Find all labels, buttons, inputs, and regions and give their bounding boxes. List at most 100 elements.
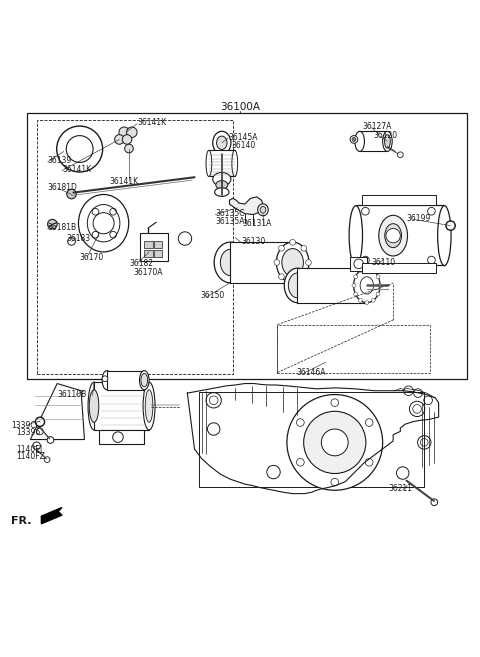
Ellipse shape: [232, 150, 238, 177]
Ellipse shape: [385, 223, 402, 248]
Text: 36100A: 36100A: [220, 102, 260, 112]
Ellipse shape: [214, 242, 247, 283]
Ellipse shape: [78, 194, 129, 252]
Bar: [362, 195, 436, 206]
Circle shape: [290, 240, 296, 245]
Bar: [360, 131, 387, 151]
Text: 1140FZ: 1140FZ: [16, 452, 45, 461]
Circle shape: [372, 298, 375, 302]
Circle shape: [33, 442, 40, 449]
Ellipse shape: [209, 152, 235, 175]
Ellipse shape: [115, 135, 124, 145]
Circle shape: [365, 266, 369, 270]
Text: 36146A: 36146A: [297, 368, 326, 377]
Circle shape: [352, 284, 356, 287]
Circle shape: [376, 275, 380, 279]
Text: 36120: 36120: [373, 131, 397, 140]
Bar: [209, 150, 235, 176]
Circle shape: [93, 213, 114, 234]
Circle shape: [57, 126, 103, 172]
Circle shape: [365, 301, 369, 305]
Circle shape: [301, 274, 307, 279]
Text: 36130: 36130: [241, 237, 265, 246]
Polygon shape: [229, 197, 263, 215]
Text: 1339CC: 1339CC: [11, 420, 41, 430]
Bar: [362, 263, 436, 273]
Ellipse shape: [349, 206, 362, 265]
Circle shape: [278, 274, 284, 279]
Ellipse shape: [127, 127, 137, 137]
Ellipse shape: [220, 249, 240, 276]
Text: 36139: 36139: [48, 156, 72, 166]
Circle shape: [446, 221, 456, 231]
Circle shape: [290, 280, 296, 285]
Circle shape: [287, 395, 383, 490]
Ellipse shape: [446, 221, 455, 230]
Bar: [350, 257, 367, 271]
Circle shape: [352, 137, 356, 141]
Circle shape: [306, 260, 312, 265]
Circle shape: [354, 275, 358, 279]
Ellipse shape: [282, 248, 303, 277]
Bar: [154, 250, 162, 257]
Ellipse shape: [216, 136, 227, 150]
Circle shape: [35, 417, 45, 426]
Circle shape: [354, 259, 363, 269]
Ellipse shape: [102, 371, 112, 390]
Ellipse shape: [379, 215, 408, 256]
Text: 36110B: 36110B: [57, 390, 86, 399]
Ellipse shape: [140, 371, 149, 390]
Bar: [356, 206, 444, 265]
Text: 36135C: 36135C: [215, 209, 245, 218]
Circle shape: [431, 499, 438, 506]
Circle shape: [67, 189, 76, 199]
Bar: [154, 241, 162, 248]
Ellipse shape: [213, 173, 231, 186]
Ellipse shape: [354, 268, 380, 303]
Ellipse shape: [122, 135, 132, 145]
Ellipse shape: [213, 131, 231, 154]
Circle shape: [274, 260, 280, 265]
Text: 36131A: 36131A: [242, 219, 272, 228]
Circle shape: [359, 269, 362, 273]
Text: 36141K: 36141K: [110, 177, 139, 185]
Circle shape: [178, 232, 192, 245]
Ellipse shape: [383, 131, 392, 151]
Text: 36170: 36170: [80, 253, 104, 262]
Ellipse shape: [215, 188, 229, 196]
Ellipse shape: [113, 432, 123, 442]
Circle shape: [304, 411, 366, 474]
Ellipse shape: [212, 155, 231, 171]
Bar: [230, 242, 293, 283]
Text: 36145A: 36145A: [228, 133, 258, 141]
Ellipse shape: [125, 145, 133, 153]
Ellipse shape: [355, 131, 364, 151]
Bar: [199, 392, 424, 487]
Ellipse shape: [141, 373, 148, 387]
Ellipse shape: [288, 273, 307, 298]
Text: 36140: 36140: [232, 141, 256, 150]
Circle shape: [386, 229, 400, 243]
Bar: [36, 120, 233, 374]
Bar: [27, 113, 468, 378]
Ellipse shape: [145, 390, 153, 422]
Circle shape: [354, 292, 358, 296]
Ellipse shape: [119, 127, 130, 137]
Text: 36211: 36211: [388, 484, 412, 493]
Circle shape: [68, 238, 75, 245]
Circle shape: [322, 429, 348, 456]
Bar: [107, 371, 144, 390]
Polygon shape: [30, 384, 84, 440]
Circle shape: [350, 135, 358, 143]
Bar: [144, 241, 153, 248]
Text: 36135A: 36135A: [215, 217, 245, 226]
Circle shape: [102, 376, 108, 382]
Circle shape: [48, 219, 57, 229]
Circle shape: [378, 284, 382, 287]
Bar: [99, 430, 144, 444]
Ellipse shape: [260, 206, 266, 213]
Text: 36141K: 36141K: [62, 165, 91, 174]
Ellipse shape: [87, 204, 120, 242]
Text: FR.: FR.: [11, 516, 32, 526]
Text: 36199: 36199: [407, 214, 431, 223]
